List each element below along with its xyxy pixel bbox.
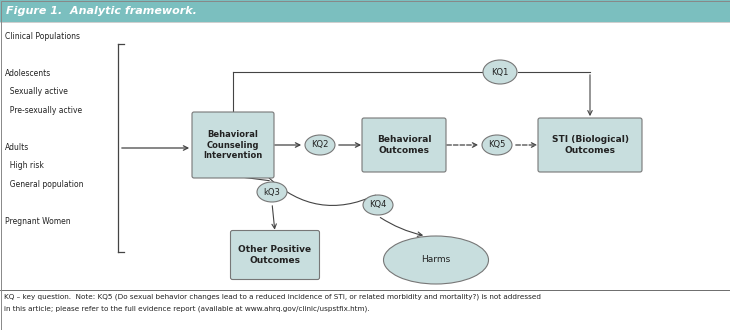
Text: High risk: High risk xyxy=(5,161,44,171)
Text: Pregnant Women: Pregnant Women xyxy=(5,217,71,226)
FancyBboxPatch shape xyxy=(231,230,320,280)
Text: Adults: Adults xyxy=(5,143,29,152)
Bar xyxy=(0,0,730,22)
Text: KQ1: KQ1 xyxy=(491,68,509,77)
Text: Harms: Harms xyxy=(421,255,450,265)
Text: KQ5: KQ5 xyxy=(488,141,506,149)
Ellipse shape xyxy=(483,60,517,84)
Ellipse shape xyxy=(383,236,488,284)
Ellipse shape xyxy=(257,182,287,202)
Text: STI (Biological)
Outcomes: STI (Biological) Outcomes xyxy=(551,135,629,155)
Ellipse shape xyxy=(482,135,512,155)
Text: Clinical Populations: Clinical Populations xyxy=(5,32,80,41)
Text: Adolescents: Adolescents xyxy=(5,69,51,78)
Text: KQ – key question.  Note: KQ5 (Do sexual behavior changes lead to a reduced inci: KQ – key question. Note: KQ5 (Do sexual … xyxy=(4,294,541,301)
Ellipse shape xyxy=(305,135,335,155)
Text: Behavioral
Outcomes: Behavioral Outcomes xyxy=(377,135,431,155)
Ellipse shape xyxy=(363,195,393,215)
Text: Other Positive
Outcomes: Other Positive Outcomes xyxy=(239,245,312,265)
Text: KQ4: KQ4 xyxy=(369,201,387,210)
Text: in this article; please refer to the full evidence report (available at www.ahrq: in this article; please refer to the ful… xyxy=(4,305,369,312)
Text: kQ3: kQ3 xyxy=(264,187,280,196)
Text: Sexually active: Sexually active xyxy=(5,87,68,96)
Text: Behavioral
Counseling
Intervention: Behavioral Counseling Intervention xyxy=(204,130,263,160)
Text: Pre-sexually active: Pre-sexually active xyxy=(5,106,82,115)
FancyBboxPatch shape xyxy=(192,112,274,178)
Text: General population: General population xyxy=(5,180,83,189)
Text: Figure 1.  Analytic framework.: Figure 1. Analytic framework. xyxy=(6,6,197,16)
FancyBboxPatch shape xyxy=(362,118,446,172)
FancyBboxPatch shape xyxy=(538,118,642,172)
Text: KQ2: KQ2 xyxy=(311,141,329,149)
